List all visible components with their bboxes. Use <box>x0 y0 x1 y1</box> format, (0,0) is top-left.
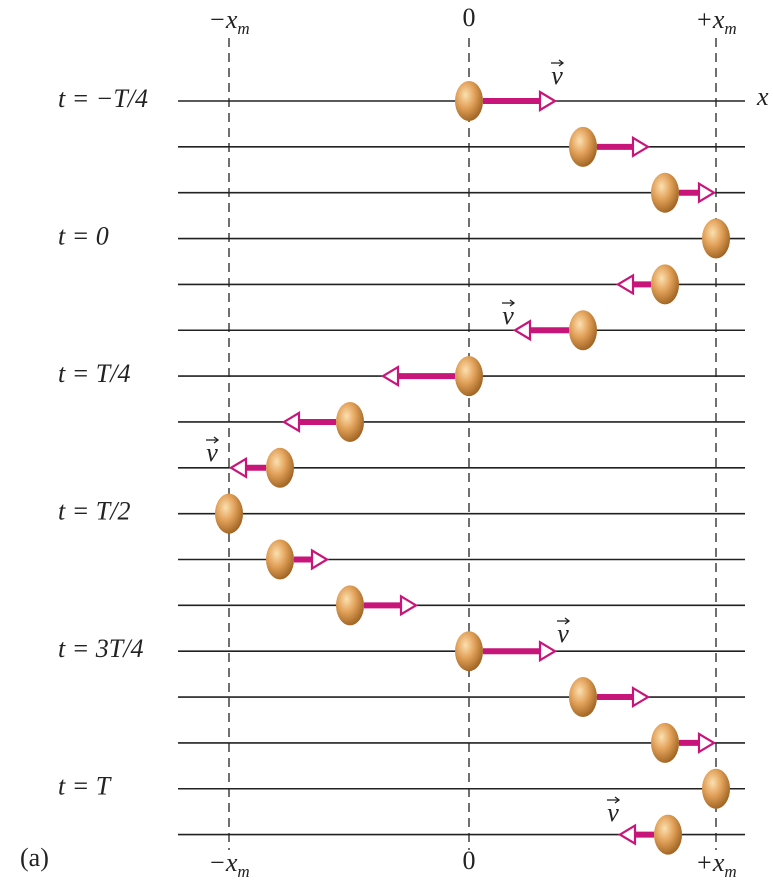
velocity-label: v <box>206 438 218 467</box>
velocity-label: v <box>557 619 569 648</box>
velocity-label: v <box>551 61 563 90</box>
ball <box>569 677 597 717</box>
ball <box>651 264 679 304</box>
top-label: +xm <box>695 5 736 38</box>
top-label: −xm <box>208 5 249 38</box>
ball <box>569 127 597 167</box>
guides <box>229 38 716 850</box>
time-label: t = −T/4 <box>58 84 148 113</box>
bottom-label: +xm <box>695 848 736 881</box>
ball <box>651 173 679 213</box>
velocity-label: v <box>607 798 619 827</box>
rows: t = −T/4 t = 0 t = T/4 t = T/2 t = 3T/4 t = T… <box>58 60 745 855</box>
ball <box>215 494 243 534</box>
oscillation-diagram: −xm 0 +xm −xm 0 +xm x (a) t = −T/4t = 0t… <box>0 0 773 893</box>
velocity-head <box>231 459 246 477</box>
time-label: t = T/2 <box>58 497 130 526</box>
velocity-head <box>620 826 635 844</box>
velocity-head <box>699 184 714 202</box>
time-label: t = T/4 <box>58 359 130 388</box>
ball <box>455 81 483 121</box>
velocity-head <box>312 551 327 569</box>
top-label: 0 <box>463 3 476 32</box>
ball <box>455 356 483 396</box>
velocity-head <box>540 92 555 110</box>
panel-label: (a) <box>20 843 49 872</box>
ball <box>702 219 730 259</box>
velocity-head <box>699 734 714 752</box>
velocity-head <box>540 642 555 660</box>
velocity-head <box>633 138 648 156</box>
ball <box>651 723 679 763</box>
velocity-head <box>383 367 398 385</box>
axis-name: x <box>756 82 769 111</box>
bottom-label: −xm <box>208 848 249 881</box>
ball <box>569 310 597 350</box>
ball <box>654 815 682 855</box>
time-label: t = 0 <box>58 222 109 251</box>
velocity-head <box>633 688 648 706</box>
ball <box>702 769 730 809</box>
velocity-head <box>618 275 633 293</box>
ball <box>266 540 294 580</box>
ball <box>266 448 294 488</box>
velocity-label: v <box>502 301 514 330</box>
ball <box>455 631 483 671</box>
time-label: t = T <box>58 772 112 801</box>
time-label: t = 3T/4 <box>58 634 143 663</box>
bottom-label: 0 <box>463 846 476 875</box>
velocity-head <box>515 321 530 339</box>
velocity-head <box>401 596 416 614</box>
ball <box>336 585 364 625</box>
ball <box>336 402 364 442</box>
velocity-head <box>284 413 299 431</box>
